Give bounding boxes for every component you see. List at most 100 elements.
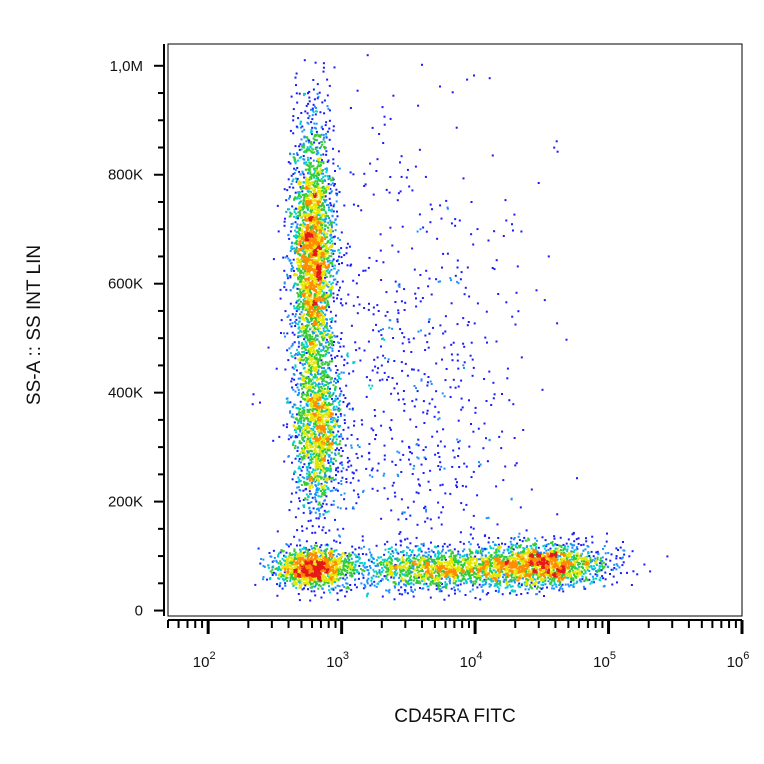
data-point <box>297 460 300 463</box>
data-point <box>318 347 321 350</box>
data-point <box>325 244 328 247</box>
data-point <box>315 153 318 155</box>
data-point <box>309 466 312 469</box>
data-point <box>305 445 308 448</box>
data-point <box>313 281 316 284</box>
data-point <box>327 221 330 224</box>
data-point <box>327 286 330 288</box>
data-point <box>319 201 322 203</box>
data-point <box>315 213 318 216</box>
data-point <box>312 193 315 196</box>
data-point <box>321 488 324 491</box>
data-point <box>319 436 322 438</box>
data-point <box>303 463 306 466</box>
data-point <box>323 487 326 490</box>
data-point <box>331 442 334 445</box>
data-point <box>298 248 301 251</box>
data-point <box>305 285 308 288</box>
data-point <box>293 247 296 250</box>
data-point <box>313 191 316 194</box>
data-point <box>321 262 324 265</box>
data-point <box>325 296 328 299</box>
data-point <box>299 426 302 429</box>
data-point <box>338 426 341 429</box>
data-point <box>345 573 347 576</box>
data-point <box>318 479 321 482</box>
data-point <box>322 335 325 338</box>
data-point <box>310 201 312 204</box>
data-point <box>297 250 300 253</box>
data-point <box>328 454 331 457</box>
data-point <box>333 221 336 224</box>
data-point <box>308 223 311 226</box>
data-point <box>341 556 343 558</box>
data-point <box>283 188 286 191</box>
data-point <box>338 289 340 292</box>
data-point <box>306 190 309 193</box>
data-point <box>306 164 309 166</box>
data-point <box>331 286 334 289</box>
data-point <box>304 266 307 268</box>
data-point <box>321 266 324 269</box>
data-point <box>316 397 319 400</box>
data-point <box>341 280 344 283</box>
data-point <box>303 296 306 299</box>
data-point <box>306 225 309 228</box>
data-point <box>305 548 307 551</box>
data-point <box>293 354 296 357</box>
data-point <box>328 138 331 141</box>
data-point <box>322 468 325 471</box>
data-point <box>313 414 315 417</box>
data-point <box>318 509 320 512</box>
data-point <box>286 544 289 546</box>
data-point <box>316 151 319 153</box>
data-point <box>299 224 302 227</box>
data-point <box>302 221 305 224</box>
data-point <box>318 307 320 310</box>
data-point <box>312 238 315 241</box>
data-point <box>320 482 323 485</box>
data-point <box>296 258 299 261</box>
data-point <box>323 318 326 321</box>
data-point <box>333 334 336 337</box>
data-point <box>324 428 327 431</box>
data-point <box>300 270 303 273</box>
data-point <box>336 215 339 218</box>
data-point <box>317 199 320 202</box>
data-point <box>286 561 288 564</box>
data-point <box>327 392 330 395</box>
data-point <box>337 416 339 419</box>
data-point <box>299 293 302 295</box>
data-point <box>306 472 308 475</box>
data-point <box>328 395 331 398</box>
data-point <box>324 401 327 404</box>
data-point <box>309 316 312 319</box>
data-point <box>290 415 293 418</box>
data-point <box>312 182 314 185</box>
data-point <box>325 563 328 565</box>
data-point <box>298 232 300 235</box>
data-point <box>293 272 296 275</box>
data-point <box>323 337 326 340</box>
data-point <box>338 373 341 375</box>
data-point <box>321 435 324 438</box>
data-point <box>309 249 312 252</box>
data-point <box>314 339 317 342</box>
data-point <box>328 109 331 112</box>
data-point <box>332 463 335 465</box>
data-point <box>298 180 301 183</box>
data-point <box>325 291 328 294</box>
data-point <box>323 231 326 234</box>
data-point <box>302 268 305 271</box>
data-point <box>336 418 339 421</box>
data-point <box>301 234 304 237</box>
data-point <box>329 219 332 222</box>
data-point <box>321 393 323 396</box>
data-point <box>335 272 338 275</box>
data-point <box>301 476 304 479</box>
data-point <box>329 408 332 411</box>
data-point <box>327 107 330 110</box>
data-point <box>332 393 335 396</box>
data-point <box>276 204 279 207</box>
data-point <box>299 126 302 129</box>
